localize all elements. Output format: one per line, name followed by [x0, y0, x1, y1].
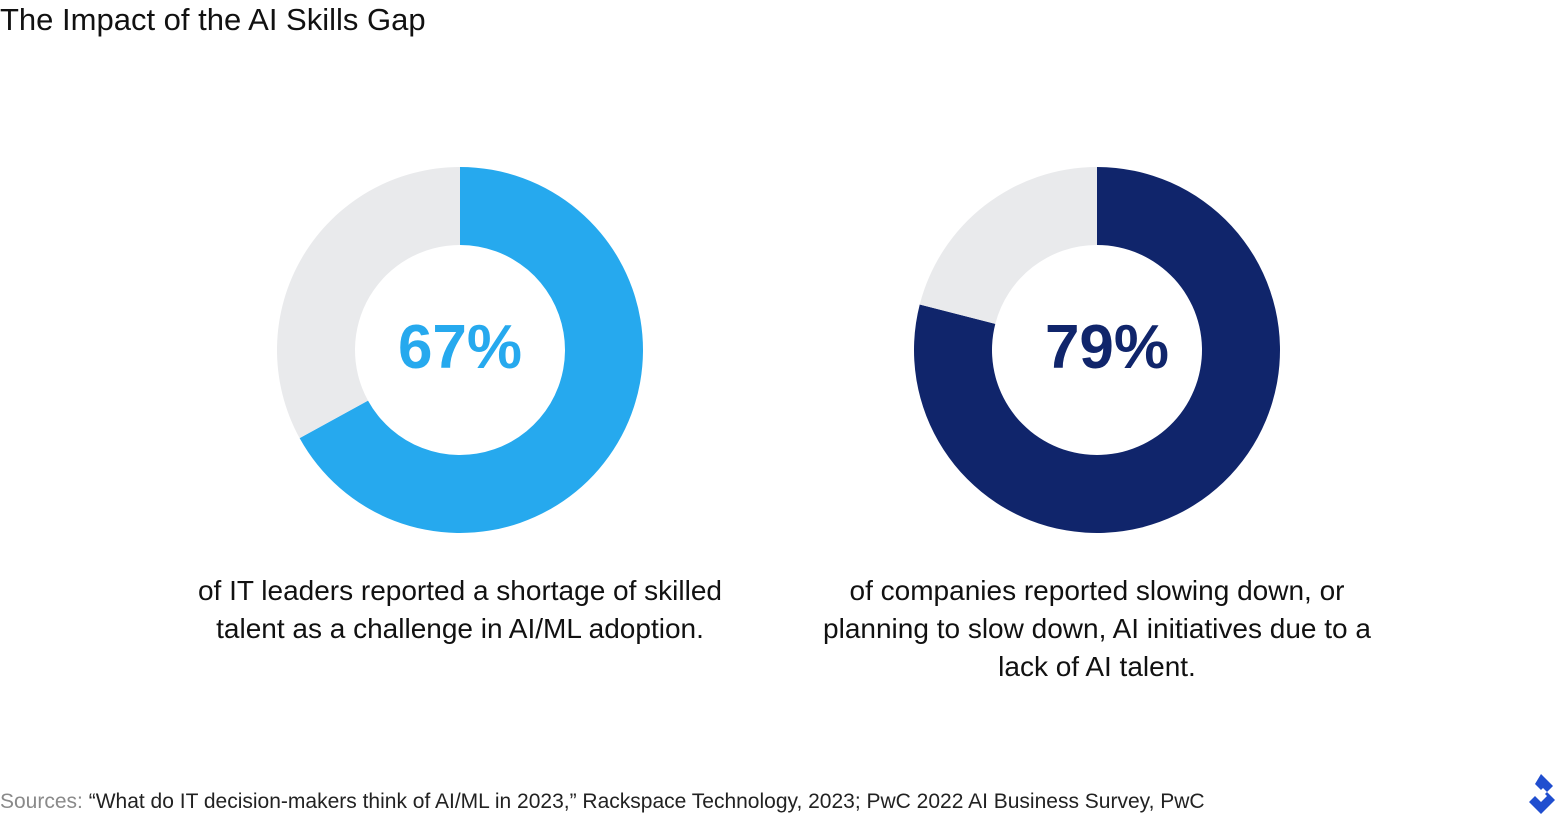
toptal-logo-icon	[1529, 774, 1555, 814]
sources-note: Sources: “What do IT decision-makers thi…	[0, 790, 1205, 814]
donut-2-caption: of companies reported slowing down, or p…	[823, 575, 1371, 682]
donut-2-slice-value	[914, 167, 1280, 533]
donut-1-slice-remainder	[276, 167, 460, 439]
donut-2-slice-remainder	[919, 167, 1097, 324]
page-title: The Impact of the AI Skills Gap	[0, 2, 426, 37]
donut-1-value-label: 67%	[397, 313, 523, 382]
donut-1-slice-value	[299, 167, 643, 533]
sources-label: Sources:	[0, 790, 83, 813]
donut-1-caption: of IT leaders reported a shortage of ski…	[197, 575, 722, 644]
donut-2-value-label: 79%	[1044, 313, 1170, 382]
sources-text: “What do IT decision-makers think of AI/…	[88, 790, 1205, 813]
